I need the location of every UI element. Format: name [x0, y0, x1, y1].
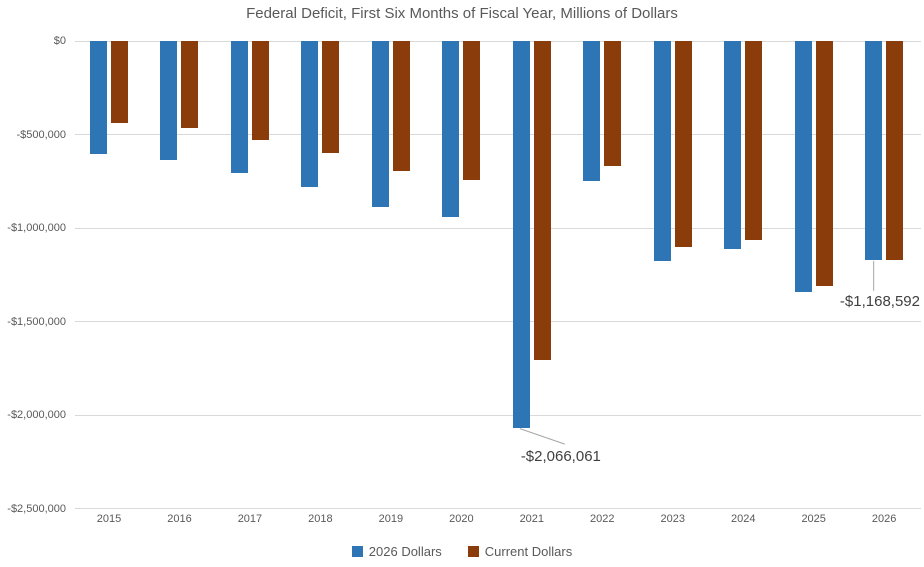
x-axis-tick-label-2020: 2020 — [449, 513, 474, 525]
bar-2026-dollars-2026[interactable] — [865, 41, 883, 260]
legend-label: Current Dollars — [484, 544, 573, 559]
bar-current-dollars-2015[interactable] — [111, 41, 128, 124]
chart-title: Federal Deficit, First Six Months of Fis… — [246, 5, 678, 22]
bar-2026-dollars-2015[interactable] — [90, 41, 107, 155]
y-axis-tick-label: -$2,500,000 — [7, 502, 66, 515]
bar-2026-dollars-2021[interactable] — [512, 41, 530, 428]
bar-current-dollars-2021[interactable] — [533, 41, 551, 361]
bar-2026-dollars-2017[interactable] — [230, 41, 248, 173]
x-axis-tick-label-2024: 2024 — [730, 513, 756, 525]
bar-2026-dollars-2023[interactable] — [653, 41, 671, 262]
x-axis-tick-label-2022: 2022 — [590, 513, 615, 525]
y-axis-tick-label: $0 — [53, 35, 66, 48]
bar-2026-dollars-2022[interactable] — [583, 41, 601, 181]
y-axis-tick-label: -$500,000 — [16, 128, 66, 141]
bar-current-dollars-2026[interactable] — [886, 41, 904, 260]
gridline — [75, 508, 921, 510]
bar-2026-dollars-2019[interactable] — [371, 41, 389, 207]
bar-current-dollars-2018[interactable] — [322, 41, 340, 154]
bar-2026-dollars-2016[interactable] — [160, 41, 178, 160]
bar-2026-dollars-2020[interactable] — [442, 41, 460, 217]
legend-swatch-icon — [351, 546, 363, 557]
gridline — [75, 134, 921, 136]
x-axis-tick-label-2019: 2019 — [378, 513, 404, 525]
gridline — [75, 321, 921, 323]
legend-item-current-dollars[interactable]: Current Dollars — [467, 544, 573, 559]
gridline — [75, 227, 921, 229]
bar-current-dollars-2022[interactable] — [604, 41, 622, 167]
legend-item-2026-dollars[interactable]: 2026 Dollars — [351, 544, 442, 559]
y-axis-tick-label: -$1,000,000 — [7, 222, 66, 235]
x-axis-tick-label-2015: 2015 — [96, 513, 122, 525]
x-axis-tick-label-2016: 2016 — [167, 513, 192, 525]
legend-swatch-icon — [467, 546, 479, 557]
gridline — [75, 40, 921, 42]
bar-current-dollars-2024[interactable] — [745, 41, 763, 241]
legend-label: 2026 Dollars — [368, 544, 442, 559]
x-axis-tick-label-2021: 2021 — [519, 513, 545, 525]
x-axis-tick-label-2023: 2023 — [660, 513, 685, 525]
chart-legend: 2026 Dollars Current Dollars — [0, 544, 924, 559]
bar-current-dollars-2017[interactable] — [251, 41, 269, 140]
bar-2026-dollars-2018[interactable] — [301, 41, 319, 187]
bar-current-dollars-2019[interactable] — [392, 41, 410, 171]
data-label-2026: -$1,168,592 — [839, 292, 920, 310]
x-axis-tick-label-2018: 2018 — [308, 513, 333, 525]
bar-current-dollars-2016[interactable] — [181, 41, 199, 128]
gridline — [75, 414, 921, 416]
data-label-2021: -$2,066,061 — [520, 447, 601, 465]
x-axis-tick-label-2017: 2017 — [237, 513, 263, 525]
bar-2026-dollars-2025[interactable] — [794, 41, 812, 292]
y-axis-tick-label: -$1,500,000 — [7, 315, 66, 328]
bar-current-dollars-2020[interactable] — [463, 41, 481, 181]
bar-2026-dollars-2024[interactable] — [724, 41, 742, 250]
bar-current-dollars-2025[interactable] — [815, 41, 833, 286]
y-axis-tick-label: -$2,000,000 — [7, 409, 66, 422]
x-axis-tick-label-2025: 2025 — [801, 513, 826, 525]
bar-current-dollars-2023[interactable] — [674, 41, 692, 248]
x-axis-tick-label-2026: 2026 — [871, 513, 897, 525]
